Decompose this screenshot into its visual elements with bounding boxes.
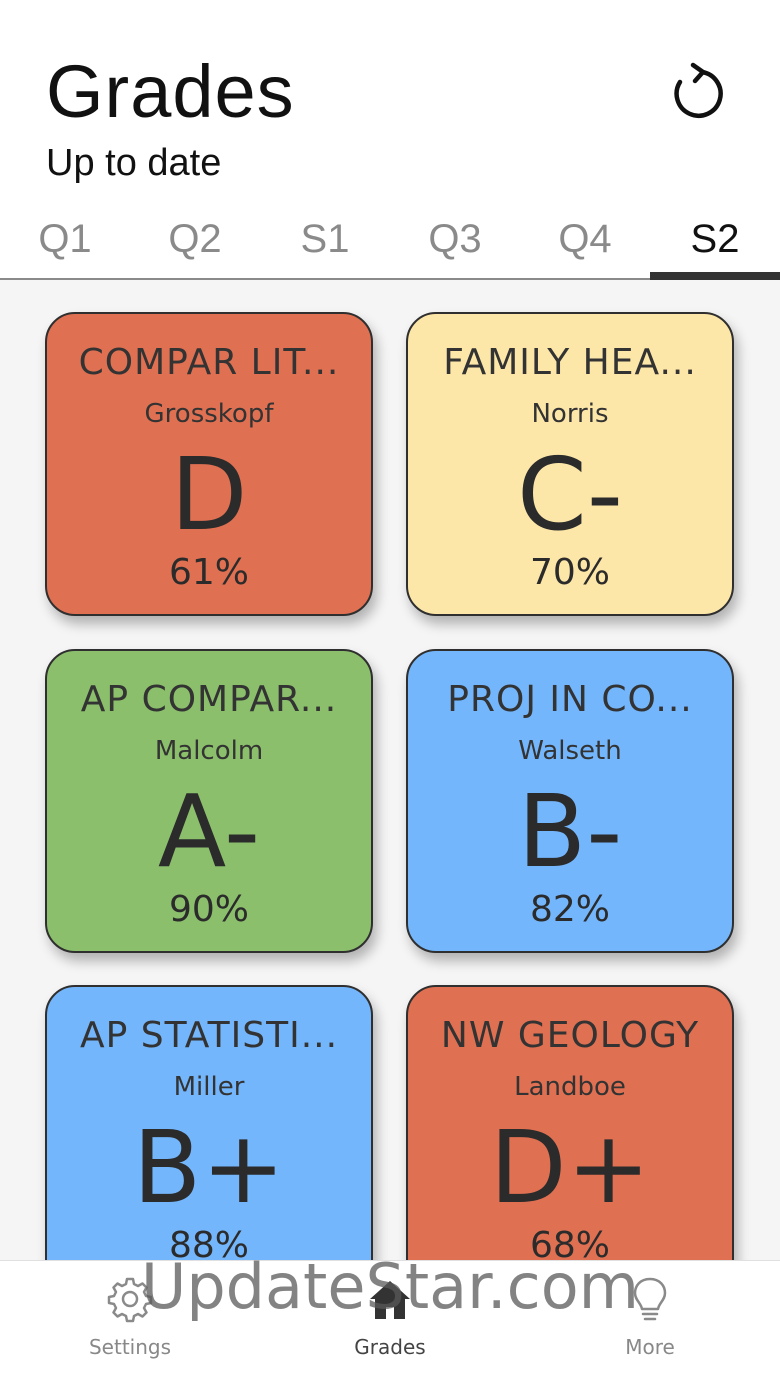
tab-q2[interactable]: Q2 — [168, 216, 222, 261]
sync-status: Up to date — [46, 142, 222, 184]
course-card[interactable]: PROJ IN CO... Walseth B- 82% — [406, 649, 734, 953]
nav-label: More — [625, 1335, 675, 1359]
letter-grade: B- — [517, 773, 623, 890]
teacher-name: Malcolm — [154, 736, 264, 766]
grade-percent: 90% — [168, 889, 249, 930]
nav-label: Grades — [354, 1335, 426, 1359]
course-name: NW GEOLOGY — [440, 1015, 700, 1056]
tab-q4[interactable]: Q4 — [558, 216, 612, 261]
nav-settings[interactable]: Settings — [50, 1261, 210, 1388]
course-name: AP STATISTI... — [79, 1015, 339, 1056]
teacher-name: Walseth — [518, 736, 622, 766]
refresh-button[interactable] — [662, 58, 732, 128]
tab-s1[interactable]: S1 — [300, 216, 350, 261]
course-name: AP COMPAR... — [80, 679, 338, 720]
grade-percent: 88% — [168, 1225, 249, 1260]
teacher-name: Miller — [173, 1072, 245, 1102]
nav-grades[interactable]: Grades — [310, 1261, 470, 1388]
grades-grid: COMPAR LIT... Grosskopf D 61% FAMILY HEA… — [0, 280, 780, 1260]
letter-grade: D+ — [489, 1109, 651, 1226]
page-title: Grades — [46, 50, 295, 133]
letter-grade: C- — [517, 436, 623, 553]
tab-s2[interactable]: S2 — [650, 200, 780, 280]
nav-label: Settings — [88, 1335, 172, 1359]
letter-grade: A- — [157, 773, 261, 890]
bottom-nav: Settings Grades More — [0, 1260, 780, 1388]
grade-percent: 82% — [529, 889, 610, 930]
teacher-name: Landboe — [514, 1072, 626, 1102]
term-tabs: Q1 Q2 S1 Q3 Q4 S2 — [0, 200, 780, 280]
grade-percent: 61% — [168, 552, 249, 593]
course-name: COMPAR LIT... — [78, 342, 340, 383]
letter-grade: D — [170, 436, 248, 553]
course-card[interactable]: NW GEOLOGY Landboe D+ 68% — [406, 985, 734, 1260]
course-name: FAMILY HEA... — [443, 342, 697, 383]
nav-more[interactable]: More — [570, 1261, 730, 1388]
tab-q1[interactable]: Q1 — [38, 216, 92, 261]
lightbulb-icon — [633, 1277, 667, 1321]
gear-icon — [107, 1277, 153, 1323]
course-card[interactable]: COMPAR LIT... Grosskopf D 61% — [45, 312, 373, 616]
home-icon — [370, 1281, 410, 1319]
teacher-name: Norris — [531, 399, 609, 429]
grade-percent: 70% — [529, 552, 610, 593]
course-card[interactable]: AP STATISTI... Miller B+ 88% — [45, 985, 373, 1260]
course-card[interactable]: AP COMPAR... Malcolm A- 90% — [45, 649, 373, 953]
tab-q3[interactable]: Q3 — [428, 216, 482, 261]
course-card[interactable]: FAMILY HEA... Norris C- 70% — [406, 312, 734, 616]
header: Grades Up to date Q1 Q2 S1 Q3 Q4 S2 — [0, 0, 780, 280]
course-name: PROJ IN CO... — [447, 679, 693, 720]
letter-grade: B+ — [132, 1109, 286, 1226]
teacher-name: Grosskopf — [144, 399, 274, 429]
refresh-icon — [674, 62, 723, 118]
grade-percent: 68% — [529, 1225, 610, 1260]
